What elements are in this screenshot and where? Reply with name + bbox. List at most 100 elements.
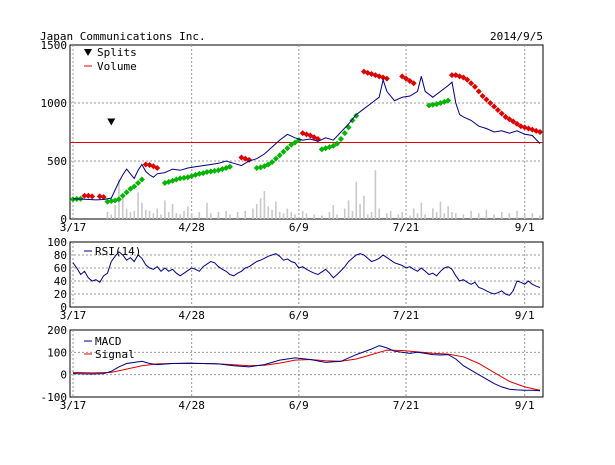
up-trend-marker bbox=[349, 117, 356, 124]
up-trend-marker bbox=[211, 167, 218, 174]
up-trend-marker bbox=[226, 163, 233, 170]
rsi-series bbox=[72, 251, 541, 296]
y-tick-label: 1000 bbox=[41, 97, 68, 110]
up-trend-marker bbox=[207, 168, 214, 175]
down-trend-marker bbox=[154, 164, 161, 171]
y-tick-label: 0 bbox=[60, 369, 67, 382]
x-tick-label: 3/17 bbox=[60, 221, 87, 234]
x-tick-label: 9/1 bbox=[515, 309, 535, 322]
price-legend: Splits Volume bbox=[84, 46, 137, 73]
rsi-legend: RSI(14) bbox=[84, 245, 141, 258]
y-tick-label: 0 bbox=[60, 301, 67, 314]
price-line bbox=[72, 76, 541, 201]
macd-panel bbox=[69, 329, 544, 398]
y-tick-label: 20 bbox=[54, 288, 67, 301]
up-trend-marker bbox=[131, 183, 138, 190]
y-tick-label: 100 bbox=[47, 346, 67, 359]
down-trend-marker bbox=[514, 120, 521, 127]
down-trend-marker bbox=[494, 106, 501, 113]
up-trend-marker bbox=[177, 175, 184, 182]
rsi-line bbox=[72, 251, 541, 296]
axis-ticks: 3/17 4/28 6/9 7/21 9/1 3/17 4/28 6/9 7/21 9/1 3/17… bbox=[41, 39, 535, 412]
down-trend-marker bbox=[537, 129, 543, 135]
x-tick-label: 7/21 bbox=[393, 221, 420, 234]
x-tick-label: 7/21 bbox=[393, 399, 420, 412]
y-tick-label: 60 bbox=[54, 262, 67, 275]
legend-macd: MACD bbox=[95, 335, 122, 348]
up-trend-marker bbox=[127, 185, 134, 192]
down-trend-marker bbox=[89, 193, 96, 200]
down-trend-marker bbox=[96, 193, 103, 200]
legend-splits: Splits bbox=[97, 46, 137, 59]
up-trend-marker bbox=[292, 139, 299, 146]
close-price-series bbox=[72, 76, 541, 201]
chart-date: 2014/9/5 bbox=[490, 30, 543, 43]
down-trend-marker bbox=[475, 88, 482, 95]
x-tick-label: 6/9 bbox=[289, 399, 309, 412]
up-trend-marker bbox=[135, 180, 142, 187]
up-trend-marker bbox=[284, 145, 291, 152]
up-trend-marker bbox=[425, 102, 432, 109]
legend-rsi: RSI(14) bbox=[95, 245, 141, 258]
y-tick-label: 40 bbox=[54, 275, 67, 288]
y-tick-label: -100 bbox=[41, 391, 68, 404]
down-trend-marker bbox=[479, 93, 486, 100]
up-trend-marker bbox=[337, 135, 344, 142]
down-trend-marker bbox=[403, 75, 410, 82]
up-trend-marker bbox=[108, 198, 115, 205]
x-tick-label: 4/28 bbox=[178, 399, 205, 412]
down-trend-marker bbox=[383, 75, 390, 82]
down-trend-marker bbox=[142, 161, 149, 168]
down-trend-marker bbox=[406, 77, 413, 84]
x-tick-label: 4/28 bbox=[178, 309, 205, 322]
grid-lines bbox=[70, 45, 543, 397]
up-trend-marker bbox=[288, 141, 295, 148]
macd-lines bbox=[72, 345, 541, 392]
down-trend-marker bbox=[498, 110, 505, 117]
legend-signal: Signal bbox=[95, 348, 135, 361]
up-trend-marker bbox=[276, 152, 283, 159]
x-tick-label: 7/21 bbox=[393, 309, 420, 322]
down-trend-marker bbox=[448, 72, 455, 79]
down-trend-marker bbox=[460, 74, 467, 81]
up-trend-marker bbox=[119, 192, 126, 199]
y-tick-label: 200 bbox=[47, 324, 67, 337]
up-trend-marker bbox=[196, 170, 203, 177]
down-trend-marker bbox=[464, 76, 471, 83]
down-trend-marker bbox=[471, 83, 478, 90]
macd-legend: MACD Signal bbox=[84, 335, 135, 361]
up-trend-marker bbox=[104, 198, 111, 205]
y-tick-label: 0 bbox=[60, 213, 67, 226]
up-trend-marker bbox=[334, 140, 341, 147]
up-trend-marker bbox=[253, 164, 260, 171]
down-trend-marker bbox=[510, 118, 517, 125]
legend-volume: Volume bbox=[97, 60, 137, 73]
up-trend-marker bbox=[280, 148, 287, 155]
x-tick-label: 3/17 bbox=[60, 399, 87, 412]
rsi-panel bbox=[69, 241, 544, 308]
macd-series bbox=[72, 345, 541, 392]
splits-legend-icon bbox=[84, 49, 92, 56]
y-tick-label: 100 bbox=[47, 236, 67, 249]
down-trend-marker bbox=[487, 100, 494, 106]
up-trend-marker bbox=[353, 112, 360, 119]
y-tick-label: 1500 bbox=[41, 39, 68, 52]
split-marker bbox=[107, 118, 116, 126]
y-tick-label: 80 bbox=[54, 249, 67, 262]
up-trend-marker bbox=[138, 176, 145, 183]
up-trend-marker bbox=[70, 196, 76, 203]
up-trend-marker bbox=[181, 174, 188, 181]
x-tick-label: 9/1 bbox=[515, 221, 535, 234]
up-trend-marker bbox=[445, 97, 452, 104]
y-tick-label: 500 bbox=[47, 155, 67, 168]
up-trend-marker bbox=[265, 161, 272, 168]
down-trend-marker bbox=[100, 193, 107, 200]
up-trend-marker bbox=[123, 189, 130, 196]
down-trend-marker bbox=[85, 192, 92, 199]
x-tick-label: 6/9 bbox=[289, 309, 309, 322]
x-tick-label: 6/9 bbox=[289, 221, 309, 234]
up-trend-marker bbox=[330, 142, 337, 149]
up-trend-marker bbox=[115, 196, 122, 203]
